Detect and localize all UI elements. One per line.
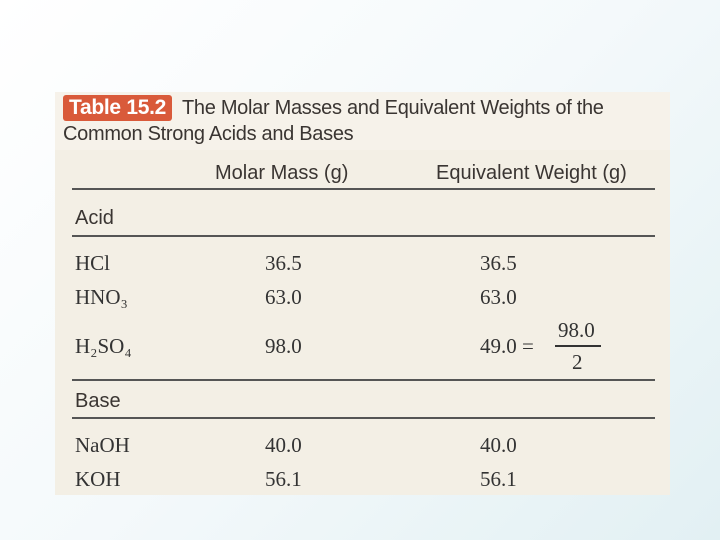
cell: 63.0 (265, 285, 302, 309)
table-title: The Molar Masses and Equivalent Weights … (63, 97, 604, 145)
cell: NaOH (75, 433, 130, 457)
table-label: Table 15.2 (63, 95, 172, 121)
cell: HCl (75, 251, 111, 275)
column-header: Equivalent Weight (g) (436, 162, 627, 184)
rule (72, 379, 655, 381)
section-name: Base (75, 390, 121, 412)
denominator: 2 (572, 350, 583, 374)
title: Table 15.2 The Molar Masses and Equivalen… (63, 95, 663, 147)
table-panel: Table 15.2 The Molar Masses and Equivalen… (55, 92, 670, 495)
cell: 63.0 (480, 285, 517, 309)
cell: H₂SO₄ (75, 334, 132, 358)
numerator: 98.0 (558, 318, 595, 342)
rule (72, 188, 655, 190)
fraction-bar (555, 345, 601, 347)
cell: 40.0 (480, 433, 517, 457)
cell: 98.0 (265, 334, 302, 358)
cell: 56.1 (480, 467, 517, 491)
cell: 36.5 (265, 251, 302, 275)
column-header: Molar Mass (g) (215, 162, 349, 184)
cell: 40.0 (265, 433, 302, 457)
cell: KOH (75, 467, 121, 491)
cell: 49.0 = (480, 334, 534, 358)
cell: 56.1 (265, 467, 302, 491)
cell: HNO₃ (75, 285, 128, 309)
rule (72, 235, 655, 237)
section-name: Acid (75, 207, 114, 229)
rule (72, 417, 655, 419)
cell: 36.5 (480, 251, 517, 275)
